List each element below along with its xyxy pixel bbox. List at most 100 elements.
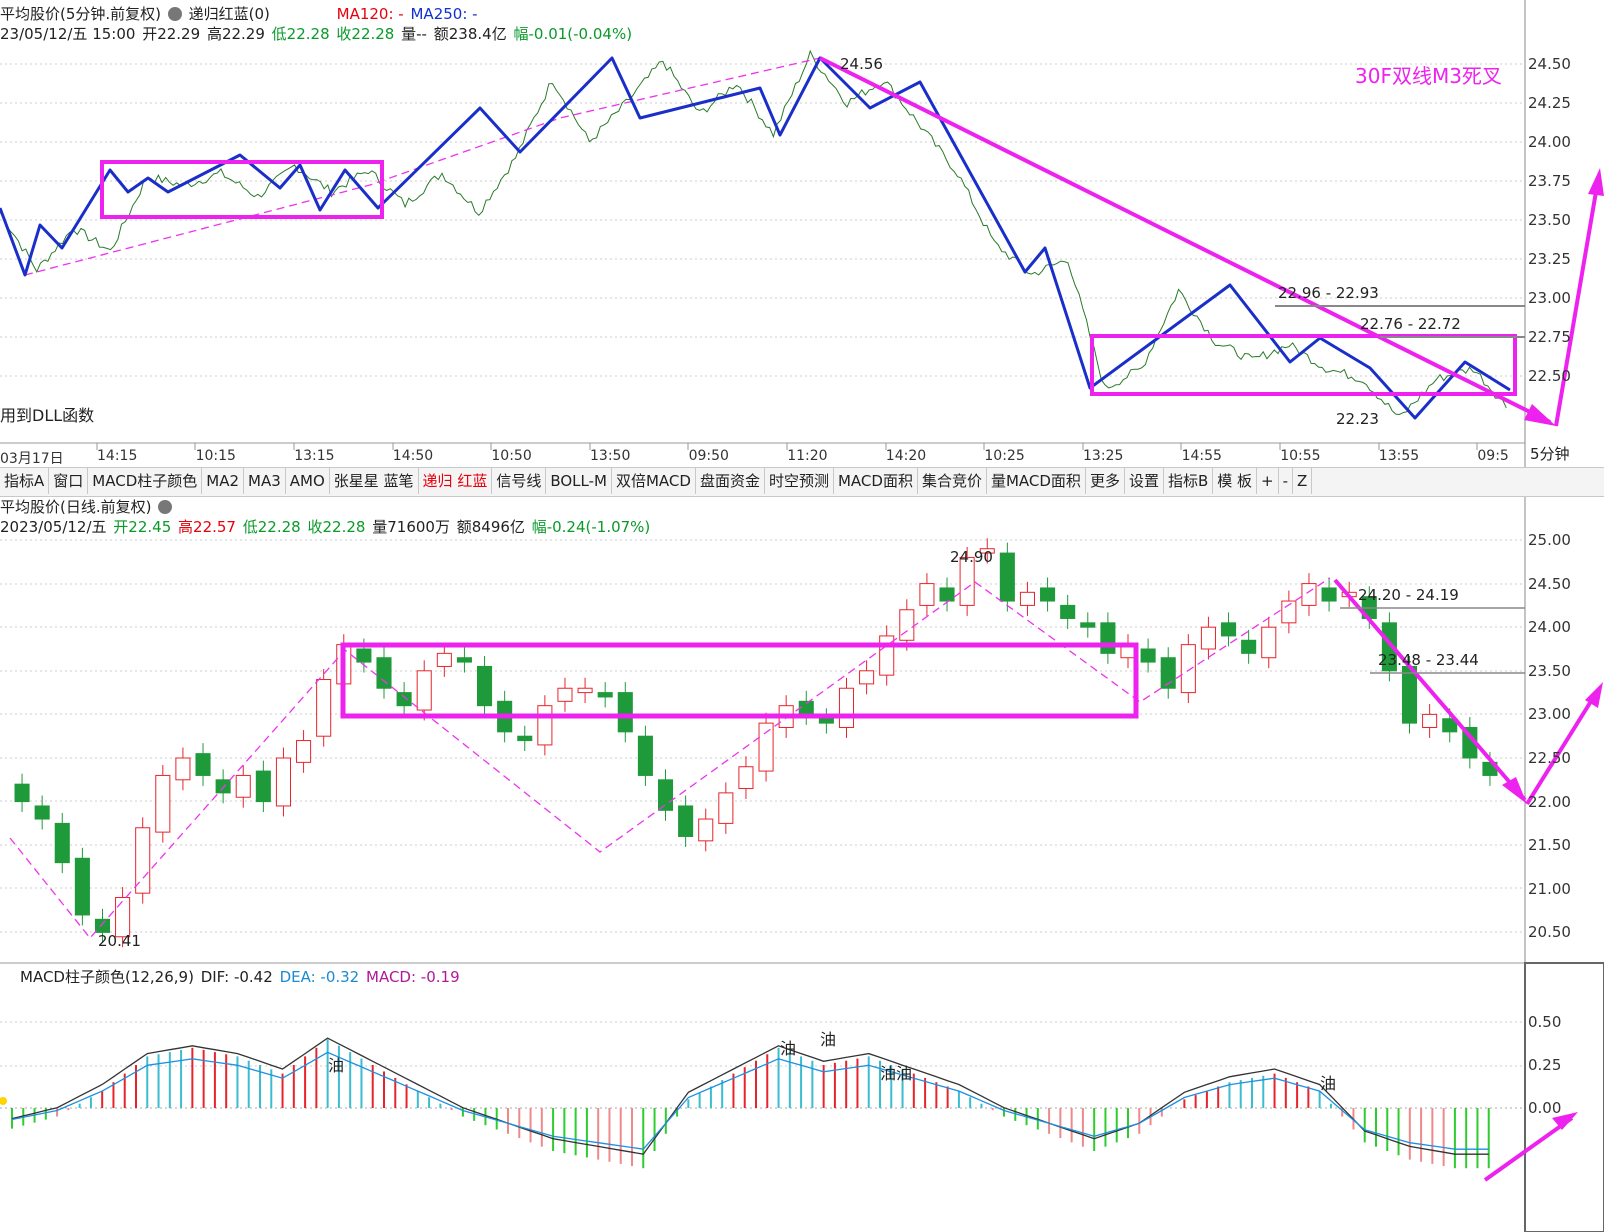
candle bbox=[456, 657, 472, 663]
candle bbox=[155, 774, 171, 833]
top-y-tick: 23.25 bbox=[1528, 250, 1571, 268]
period-label[interactable]: 5分钟 bbox=[1530, 445, 1570, 463]
top-y-tick: 24.00 bbox=[1528, 133, 1571, 151]
candle bbox=[316, 679, 332, 737]
macd-macd-value: MACD: -0.19 bbox=[366, 968, 460, 986]
info-close: 收22.28 bbox=[336, 25, 395, 43]
candle bbox=[1180, 644, 1196, 694]
candle bbox=[597, 692, 613, 698]
blue-thin-line bbox=[919, 81, 1026, 273]
macd-rebound-arrowhead bbox=[1552, 1112, 1578, 1130]
toolbar-item[interactable]: 信号线 bbox=[492, 468, 547, 494]
toolbar-item[interactable]: 指标A bbox=[0, 468, 50, 494]
macd-yellow-marker bbox=[0, 1097, 7, 1105]
mid-settings-gear-icon[interactable] bbox=[158, 500, 173, 514]
top-grid bbox=[0, 63, 1525, 377]
top-panel-title: 平均股价(5分钟.前复权) bbox=[0, 5, 162, 23]
intraday-price-line bbox=[0, 49, 1507, 416]
rebound-arrow-top bbox=[1554, 179, 1600, 427]
mid-downtrend-arrow bbox=[1333, 578, 1527, 802]
mid-dashed-zigzag bbox=[9, 577, 1331, 940]
toolbar-item[interactable]: MA2 bbox=[202, 468, 244, 494]
top-x-tick: 14:55 bbox=[1181, 448, 1222, 464]
top-y-tick: 23.50 bbox=[1528, 211, 1571, 229]
top-panel-info: 23/05/12/五 15:00 开22.29 高22.29 低22.28 收2… bbox=[0, 25, 634, 43]
candle bbox=[577, 687, 593, 694]
macd-histogram bbox=[11, 1039, 1490, 1169]
candle bbox=[477, 665, 493, 707]
candle bbox=[738, 766, 754, 790]
candle bbox=[657, 779, 674, 811]
indicator-name[interactable]: 递归红蓝(0) bbox=[188, 5, 270, 23]
toolbar-item[interactable]: 窗口 bbox=[49, 468, 89, 494]
mid-rebound-arrowhead bbox=[1585, 682, 1603, 708]
toolbar-item[interactable]: MACD柱子颜色 bbox=[88, 468, 203, 494]
candle bbox=[959, 556, 975, 606]
mid-info-open: 开22.45 bbox=[113, 518, 172, 536]
info-date: 23/05/12/五 15:00 bbox=[0, 25, 136, 43]
downtrend-arrow bbox=[819, 56, 1551, 424]
info-high: 高22.29 bbox=[206, 25, 265, 43]
candle bbox=[1140, 648, 1156, 663]
top-x-tick: 10:25 bbox=[984, 448, 1025, 464]
info-change: 幅-0.01(-0.04%) bbox=[513, 25, 633, 43]
candle bbox=[1080, 622, 1096, 628]
toolbar-item[interactable]: 模 板 bbox=[1213, 468, 1258, 494]
candle bbox=[175, 757, 191, 781]
top-y-tick: 23.00 bbox=[1528, 289, 1571, 307]
candle bbox=[275, 757, 291, 807]
toolbar-item[interactable]: 集合竞价 bbox=[918, 468, 987, 494]
candle bbox=[617, 692, 633, 733]
toolbar-item[interactable]: BOLL-M bbox=[546, 468, 612, 494]
macd-axis-frame bbox=[1524, 962, 1604, 1232]
mid-y-tick: 23.50 bbox=[1528, 661, 1571, 680]
toolbar-item[interactable]: - bbox=[1279, 468, 1294, 494]
mid-y-tick: 25.00 bbox=[1528, 531, 1571, 549]
toolbar-item[interactable]: 设置 bbox=[1125, 468, 1164, 494]
toolbar-item[interactable]: MACD面积 bbox=[834, 468, 918, 494]
toolbar-item[interactable]: 更多 bbox=[1086, 468, 1125, 494]
blue-stroke-line bbox=[0, 56, 1511, 420]
top-zone1-label: 22.96 - 22.93 bbox=[1278, 284, 1379, 302]
toolbar-item[interactable]: 盘面资金 bbox=[696, 468, 765, 494]
mid-info-close: 收22.28 bbox=[307, 518, 366, 536]
toolbar-item[interactable]: Z bbox=[1293, 468, 1313, 494]
toolbar-item[interactable]: 时空预测 bbox=[765, 468, 834, 494]
dif-line bbox=[11, 1037, 1489, 1155]
signal-note: 30F双线M3死叉 bbox=[1355, 64, 1502, 88]
toolbar-item[interactable]: 递归 红蓝 bbox=[419, 468, 493, 494]
mid-info-high: 高22.57 bbox=[178, 518, 236, 536]
mid-y-tick: 23.00 bbox=[1528, 705, 1571, 724]
mid-zone1-label: 24.20 - 24.19 bbox=[1358, 586, 1459, 604]
oil-mark-4: 油油 bbox=[880, 1064, 913, 1083]
candle bbox=[1422, 713, 1438, 728]
top-dashed-trend bbox=[24, 57, 821, 276]
toolbar-item[interactable]: 量MACD面积 bbox=[987, 468, 1086, 494]
candle bbox=[1221, 622, 1237, 637]
toolbar-item[interactable]: + bbox=[1257, 468, 1279, 494]
candle bbox=[74, 857, 90, 916]
macd-rebound-arrow bbox=[1483, 1116, 1574, 1182]
mid-zone2-label: 23.48 - 23.44 bbox=[1378, 651, 1479, 669]
mid-y-tick: 21.00 bbox=[1528, 879, 1571, 898]
info-low: 低22.28 bbox=[271, 25, 330, 43]
toolbar-item[interactable]: 指标B bbox=[1164, 468, 1214, 494]
rebound-arrowhead-top bbox=[1588, 168, 1604, 196]
toolbar-item[interactable]: MA3 bbox=[244, 468, 286, 494]
info-open: 开22.29 bbox=[142, 25, 201, 43]
toolbar-item[interactable]: AMO bbox=[286, 468, 330, 494]
top-x-tick: 10:55 bbox=[1280, 448, 1321, 464]
top-y-tick: 22.50 bbox=[1528, 367, 1571, 385]
toolbar-item[interactable]: 张星星 蓝笔 bbox=[330, 468, 419, 494]
candle bbox=[899, 609, 915, 641]
mid-info-date: 2023/05/12/五 bbox=[0, 518, 107, 536]
settings-gear-icon[interactable] bbox=[167, 7, 182, 21]
mid-high-label: 24.90 bbox=[950, 548, 993, 566]
top-y-tick: 22.75 bbox=[1528, 328, 1571, 346]
candle bbox=[939, 587, 955, 602]
toolbar-item[interactable]: 双倍MACD bbox=[612, 468, 696, 494]
mid-y-tick: 22.50 bbox=[1528, 749, 1571, 767]
mid-panel-title: 平均股价(日线.前复权) bbox=[0, 498, 152, 516]
candle bbox=[1261, 626, 1277, 659]
